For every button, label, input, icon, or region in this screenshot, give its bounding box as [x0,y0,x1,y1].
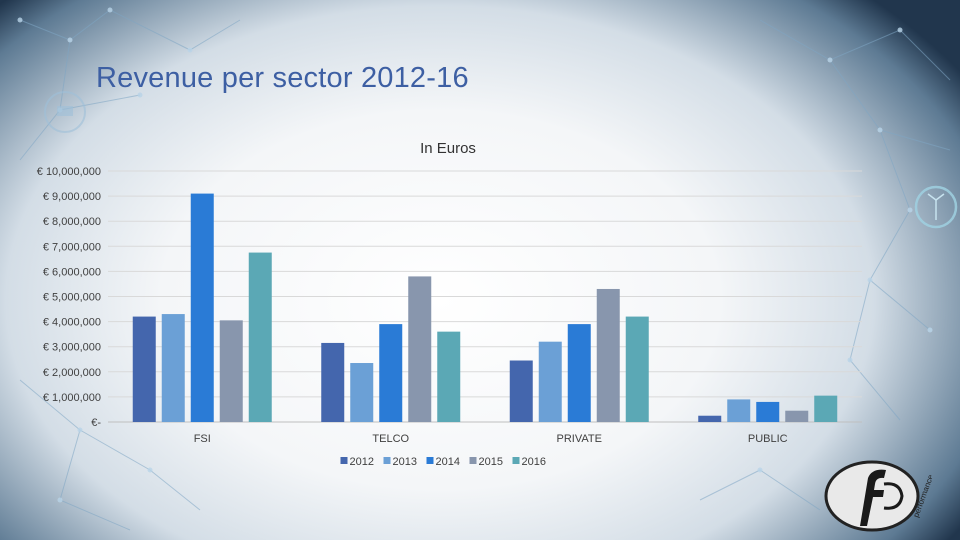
performance-logo: performance [824,460,932,532]
legend-label: 2013 [393,456,417,468]
wind-turbine-icon [914,185,958,229]
bar-telco-2013 [350,363,374,422]
x-tick-label: PRIVATE [557,433,602,445]
y-axis-tick-labels: €- € 1,000,000 € 2,000,000 € 3,000,000 € 4,0… [37,166,102,429]
legend-label: 2015 [479,456,503,468]
legend-swatch [383,457,391,464]
x-axis-tick-labels: FSI TELCO PRIVATE PUBLIC [194,433,788,445]
bar-fsi-2015 [219,320,243,422]
legend-swatch [426,457,434,464]
y-tick-label: € 3,000,000 [43,342,101,354]
y-tick-label: € 9,000,000 [43,191,101,203]
y-tick-label: € 6,000,000 [43,266,101,278]
legend-item-2015: 2015 [469,456,503,468]
chart-legend: 2012 2013 2014 2015 2016 [340,456,546,468]
bar-telco-2012 [321,342,345,422]
slide-title: Revenue per sector 2012-16 [96,62,469,94]
bar-fsi-2012 [132,316,156,422]
bar-fsi-2013 [161,314,185,422]
bar-public-2012 [698,415,722,422]
y-tick-label: € 7,000,000 [43,241,101,253]
bar-private-2014 [567,324,591,422]
legend-swatch [469,457,477,464]
legend-item-2014: 2014 [426,456,460,468]
satellite-icon [44,91,86,133]
bar-public-2014 [756,401,780,422]
y-tick-label: € 2,000,000 [43,367,101,379]
chart-title: In Euros [420,140,476,157]
x-tick-label: TELCO [372,433,409,445]
bar-private-2013 [538,341,562,422]
legend-item-2012: 2012 [340,456,374,468]
bar-public-2013 [727,399,751,422]
legend-item-2013: 2013 [383,456,417,468]
chart-bars [132,193,838,422]
bar-telco-2016 [437,331,461,422]
bar-fsi-2014 [190,193,214,422]
bar-telco-2014 [379,324,403,422]
y-tick-label: € 10,000,000 [37,166,101,178]
y-tick-label: € 8,000,000 [43,216,101,228]
bar-fsi-2016 [248,252,272,422]
legend-label: 2016 [522,456,546,468]
legend-label: 2014 [436,456,460,468]
bar-private-2016 [625,316,649,422]
bar-public-2015 [785,410,809,422]
y-tick-label: €- [91,417,101,429]
x-tick-label: PUBLIC [748,433,788,445]
bar-private-2012 [509,360,533,422]
bar-private-2015 [596,288,620,422]
legend-item-2016: 2016 [512,456,546,468]
legend-swatch [512,457,520,464]
x-tick-label: FSI [194,433,211,445]
y-tick-label: € 4,000,000 [43,317,101,329]
bar-public-2016 [814,395,838,422]
bar-telco-2015 [408,276,432,422]
y-tick-label: € 1,000,000 [43,392,101,404]
legend-label: 2012 [350,456,374,468]
legend-swatch [340,457,348,464]
y-tick-label: € 5,000,000 [43,292,101,304]
